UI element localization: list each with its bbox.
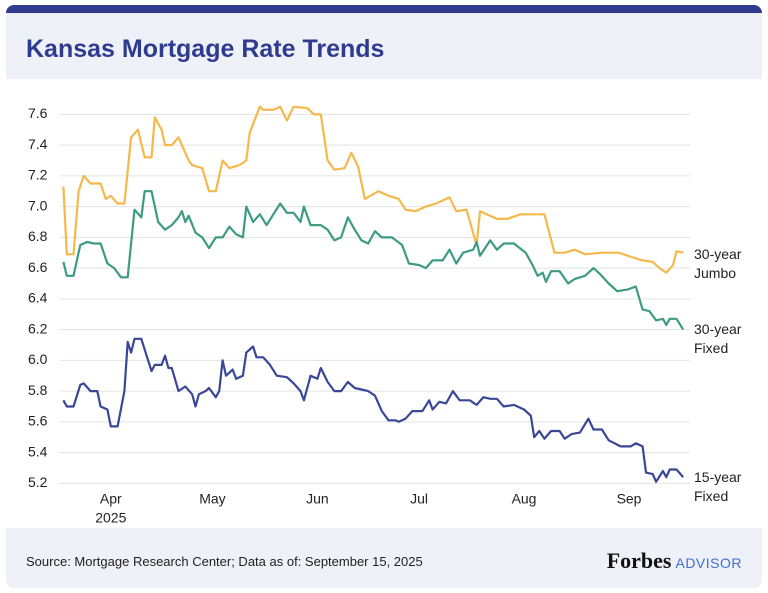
footer: Source: Mortgage Research Center; Data a… xyxy=(6,528,762,588)
source-note: Source: Mortgage Research Center; Data a… xyxy=(26,554,423,569)
y-tick-label: 6.0 xyxy=(28,351,48,367)
y-tick-label: 6.4 xyxy=(28,290,48,306)
y-tick-label: 5.4 xyxy=(28,443,48,459)
x-tick-label: May xyxy=(199,491,225,507)
x-tick-label: Apr xyxy=(100,491,122,507)
series-line xyxy=(62,190,685,331)
x-tick-label: Aug xyxy=(512,491,537,507)
series-line xyxy=(62,105,684,274)
y-tick-label: 5.8 xyxy=(28,382,48,398)
series-label: 30-year Fixed xyxy=(694,321,742,356)
series-label: 30-year Jumbo xyxy=(694,246,742,281)
y-tick-label: 7.2 xyxy=(28,167,48,183)
y-tick-label: 6.8 xyxy=(28,228,48,244)
y-tick-label: 7.6 xyxy=(28,105,48,121)
logo-suffix: ADVISOR xyxy=(675,555,742,571)
y-tick-label: 5.2 xyxy=(28,474,48,490)
chart-title: Kansas Mortgage Rate Trends xyxy=(26,35,385,63)
card: Kansas Mortgage Rate Trends Source: Mort… xyxy=(6,5,762,588)
y-tick-label: 7.4 xyxy=(28,136,48,152)
x-year-label: 2025 xyxy=(95,510,126,526)
y-tick-label: 7.0 xyxy=(28,197,48,213)
series-line xyxy=(62,337,685,483)
y-tick-label: 6.6 xyxy=(28,259,48,275)
top-bar xyxy=(6,5,762,13)
y-tick-label: 5.6 xyxy=(28,413,48,429)
x-tick-label: Jun xyxy=(306,491,329,507)
y-tick-label: 6.2 xyxy=(28,320,48,336)
header: Kansas Mortgage Rate Trends xyxy=(6,13,762,79)
logo-brand: Forbes xyxy=(606,548,672,573)
logo: Forbes ADVISOR xyxy=(607,548,742,574)
series-label: 15-year Fixed xyxy=(694,469,742,504)
x-tick-label: Jul xyxy=(410,491,428,507)
x-tick-label: Sep xyxy=(617,491,642,507)
